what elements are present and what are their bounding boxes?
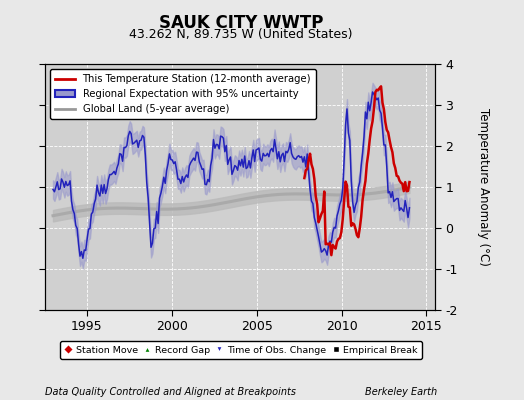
Text: Data Quality Controlled and Aligned at Breakpoints: Data Quality Controlled and Aligned at B… bbox=[45, 387, 296, 397]
Legend: This Temperature Station (12-month average), Regional Expectation with 95% uncer: This Temperature Station (12-month avera… bbox=[50, 69, 316, 119]
Text: SAUK CITY WWTP: SAUK CITY WWTP bbox=[159, 14, 323, 32]
Y-axis label: Temperature Anomaly (°C): Temperature Anomaly (°C) bbox=[477, 108, 490, 266]
Legend: Station Move, Record Gap, Time of Obs. Change, Empirical Break: Station Move, Record Gap, Time of Obs. C… bbox=[60, 341, 422, 359]
Text: 43.262 N, 89.735 W (United States): 43.262 N, 89.735 W (United States) bbox=[129, 28, 353, 41]
Text: Berkeley Earth: Berkeley Earth bbox=[365, 387, 438, 397]
